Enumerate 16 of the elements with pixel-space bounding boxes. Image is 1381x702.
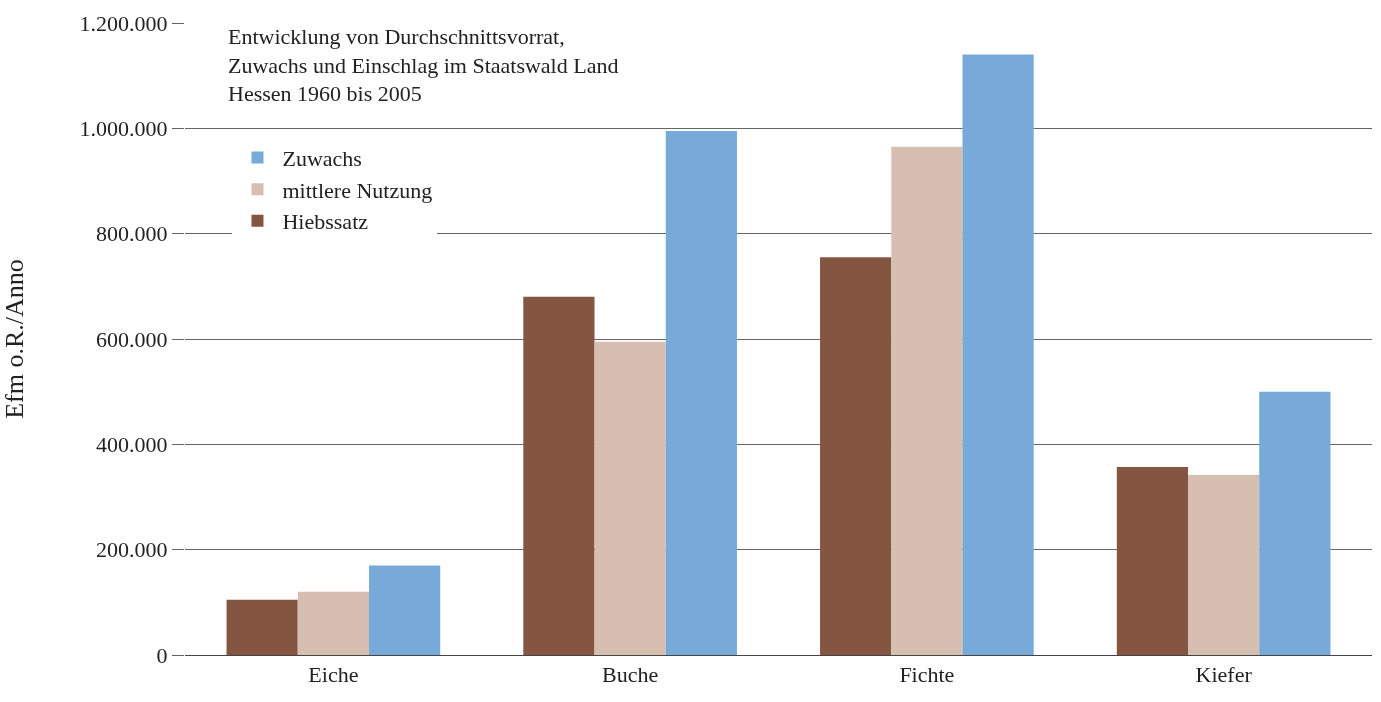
x-tick-label: Kiefer — [1195, 662, 1253, 688]
y-tick-label: 200.000 — [96, 537, 168, 563]
legend-label: Zuwachs — [282, 146, 362, 172]
y-tick-label: 1.000.000 — [79, 116, 168, 142]
y-tick-label: 800.000 — [96, 221, 168, 247]
x-tick-label: Buche — [602, 662, 659, 688]
y-tick-label: 400.000 — [96, 432, 168, 458]
text: Entwicklung von Durchschnittsvorrat, Zuwachs und Einschlag im Staatswald Land Hessen 1960 bis 2005 — [228, 24, 619, 107]
y-tick-label: 600.000 — [96, 326, 168, 352]
x-tick-label: Eiche — [308, 662, 359, 688]
legend-label: Hiebssatz — [282, 209, 369, 235]
y-tick-label: 0 — [156, 642, 168, 668]
y-axis-title: Efm o.R./Anno — [0, 259, 29, 419]
y-tick-label: 1.200.000 — [79, 10, 168, 36]
legend-label: mittlere Nutzung — [282, 177, 433, 203]
x-tick-label: Fichte — [899, 662, 955, 688]
